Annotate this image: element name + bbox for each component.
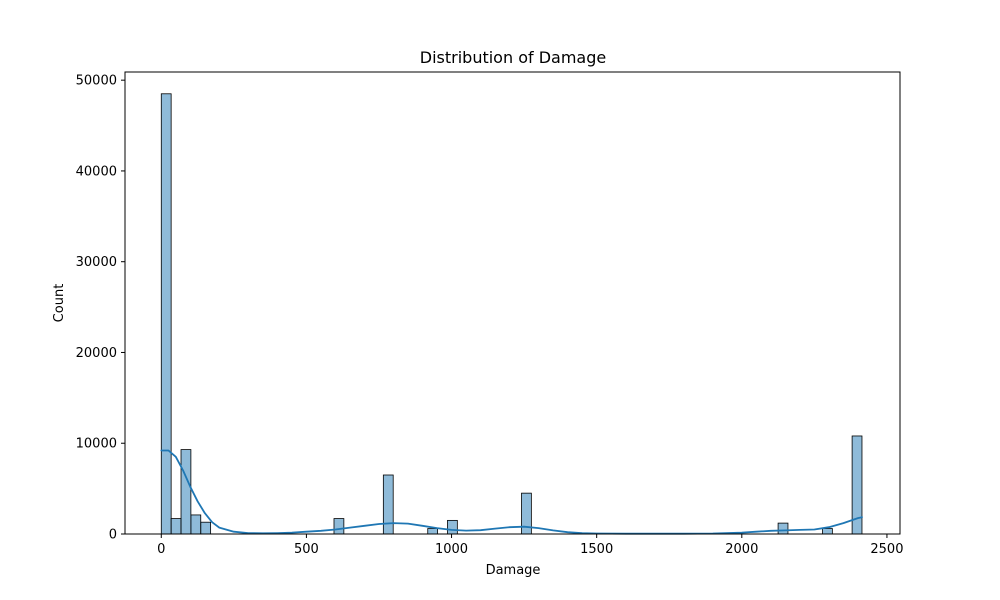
axes-layer: 0 500 1000 1500 2000 2500 0 10000 20000 30000 4000…: [76, 71, 903, 557]
y-tick-label: 40000: [76, 164, 117, 179]
chart-title: Distribution of Damage: [420, 48, 606, 67]
plot-frame: [124, 71, 901, 535]
x-tick-label: 1000: [435, 542, 468, 557]
histogram-bar: [190, 514, 202, 535]
x-tick-label: 2000: [725, 542, 758, 557]
x-axis-label: Damage: [486, 563, 541, 578]
y-axis-label: Count: [52, 284, 67, 323]
histogram-bar: [160, 93, 172, 535]
y-tick-label: 10000: [76, 437, 117, 452]
histogram-bar: [200, 521, 212, 535]
bars-layer: [160, 93, 863, 535]
y-tick-label: 0: [109, 528, 117, 543]
x-tick-label: 1500: [580, 542, 613, 557]
histogram-bar: [822, 528, 833, 535]
x-tick-label: 0: [157, 542, 165, 557]
histogram-bar: [777, 522, 789, 535]
histogram-bar: [447, 519, 458, 535]
x-tick-label: 2500: [870, 542, 903, 557]
histogram-bar: [170, 518, 182, 535]
histogram-bar: [333, 518, 345, 535]
histogram-bar: [180, 449, 192, 535]
y-tick-label: 50000: [76, 74, 117, 89]
histogram-bar: [382, 474, 394, 535]
x-tick-label: 500: [294, 542, 319, 557]
kde-line: [160, 449, 863, 535]
y-tick-label: 20000: [76, 346, 117, 361]
kde-layer: [160, 449, 863, 535]
y-tick-label: 30000: [76, 255, 117, 270]
histogram-bar: [427, 528, 439, 535]
